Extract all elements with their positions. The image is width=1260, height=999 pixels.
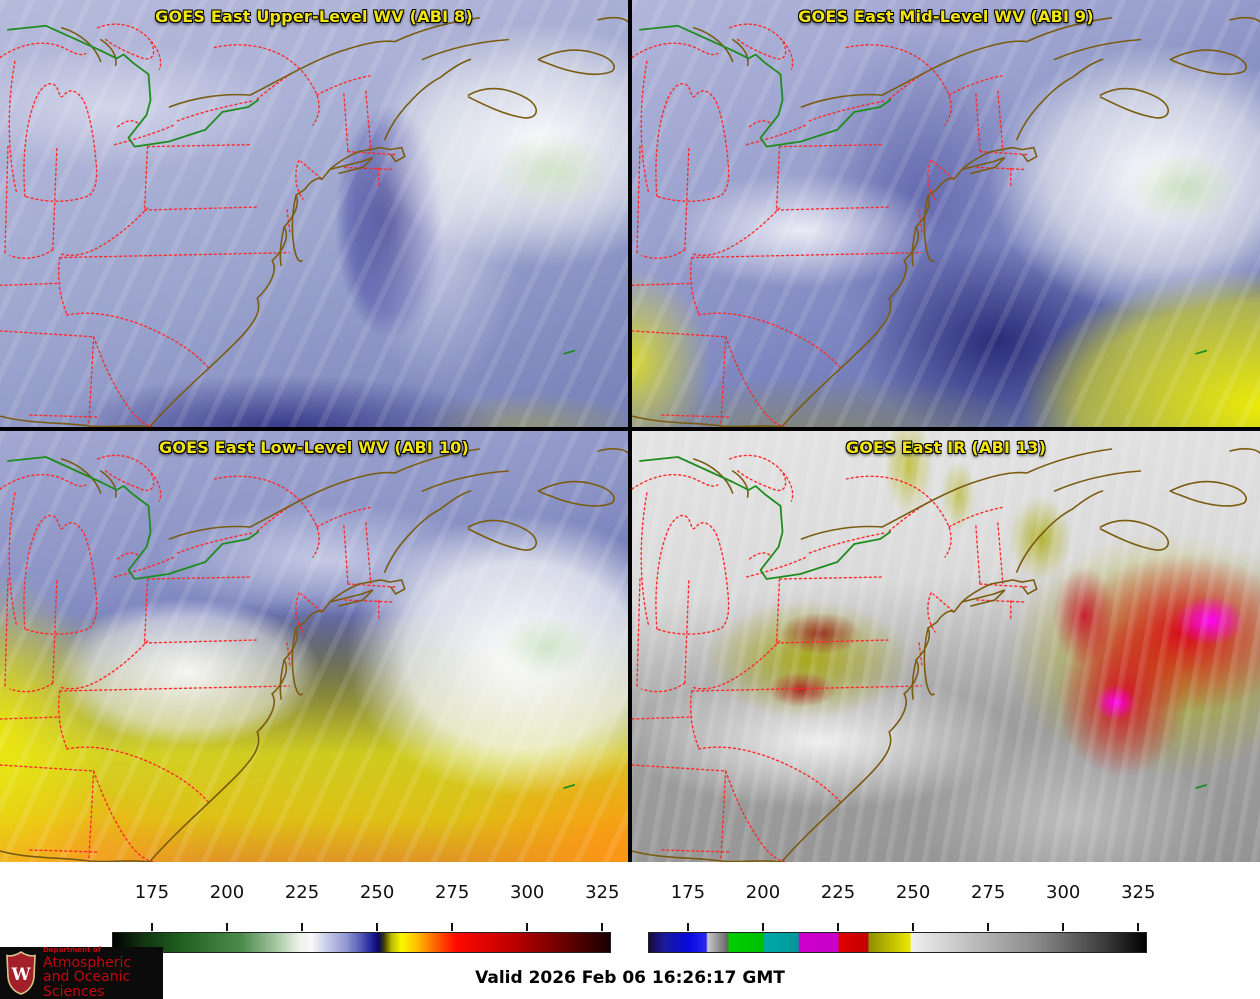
uw-crest-icon: W (6, 951, 36, 995)
tick-label: 300 (510, 882, 545, 903)
panel-ir: GOES East IR (ABI 13) (632, 431, 1260, 862)
panel-title: GOES East Upper-Level WV (ABI 8) (155, 7, 473, 26)
tick-mark (1062, 923, 1065, 931)
map-overlay (632, 0, 1260, 427)
tick-label: 325 (1121, 882, 1156, 903)
valid-timestamp: Valid 2026 Feb 06 16:26:17 GMT (475, 968, 785, 988)
tick-mark (761, 923, 764, 931)
tick-mark (686, 923, 689, 931)
panel-upper-level-wv: GOES East Upper-Level WV (ABI 8) (0, 0, 628, 427)
tick-mark (837, 923, 840, 931)
wv-colorbar-gradient (112, 932, 611, 953)
cloud-streak-texture (632, 431, 1260, 862)
ir-colorbar: 175 200 225 250 275 300 325 (648, 882, 1155, 954)
tick-mark (225, 923, 228, 931)
tick-label: 325 (585, 882, 620, 903)
tick-mark (376, 923, 379, 931)
cloud-streak-texture (0, 0, 628, 427)
tick-label: 250 (359, 882, 395, 903)
tick-label: 175 (134, 882, 170, 903)
crest-letter: W (10, 965, 31, 985)
logo-line-1: Atmospheric (43, 955, 132, 972)
tick-mark (301, 923, 304, 931)
tick-mark (451, 923, 454, 931)
panel-low-level-wv: GOES East Low-Level WV (ABI 10) (0, 431, 628, 862)
panel-mid-level-wv: GOES East Mid-Level WV (ABI 9) (632, 0, 1260, 427)
map-overlay (0, 431, 628, 862)
footer-strip: 175 200 225 250 275 300 325 175 200 225 … (0, 862, 1260, 999)
panel-title: GOES East IR (ABI 13) (845, 438, 1047, 457)
logo-text: Department of Atmospheric and Oceanic Sc… (43, 946, 163, 999)
tick-mark (987, 923, 990, 931)
tick-label: 300 (1046, 882, 1081, 903)
tick-label: 225 (820, 882, 856, 903)
tick-label: 275 (970, 882, 1006, 903)
tick-label: 175 (670, 882, 706, 903)
tick-label: 225 (284, 882, 320, 903)
tick-label: 275 (434, 882, 470, 903)
cloud-streak-texture (632, 0, 1260, 427)
tick-mark (912, 923, 915, 931)
tick-label: 200 (745, 882, 781, 903)
tick-label: 250 (895, 882, 931, 903)
logo-line-2: and Oceanic Sciences (43, 969, 131, 999)
tick-mark (150, 923, 153, 931)
logo-dept-line: Department of (43, 946, 101, 955)
satellite-image-ir (632, 431, 1260, 862)
tick-mark (1137, 923, 1140, 931)
map-overlay (0, 0, 628, 427)
panel-title: GOES East Low-Level WV (ABI 10) (158, 438, 469, 457)
tick-mark (526, 923, 529, 931)
satellite-image-low-wv (0, 431, 628, 862)
wv-colorbar: 175 200 225 250 275 300 325 (112, 882, 619, 954)
map-overlay (632, 431, 1260, 862)
tick-mark (601, 923, 604, 931)
satellite-image-upper-wv (0, 0, 628, 427)
uw-aos-logo: W Department of Atmospheric and Oceanic … (0, 946, 163, 999)
ir-colorbar-gradient (648, 932, 1147, 953)
tick-label: 200 (209, 882, 245, 903)
cloud-streak-texture (0, 431, 628, 862)
satellite-image-mid-wv (632, 0, 1260, 427)
panel-title: GOES East Mid-Level WV (ABI 9) (798, 7, 1094, 26)
